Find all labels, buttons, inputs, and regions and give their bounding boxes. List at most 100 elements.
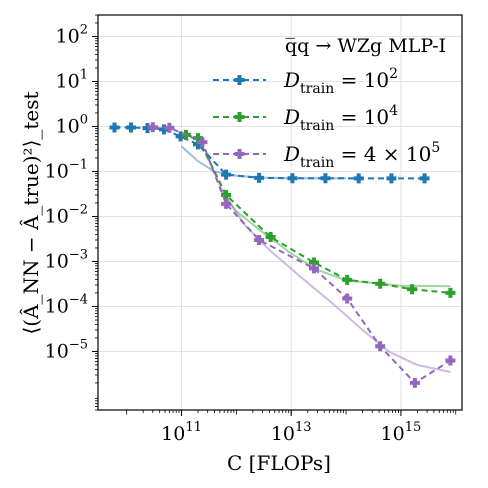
y-tick-base: 10 bbox=[56, 70, 80, 92]
x-tick-base: 10 bbox=[161, 423, 185, 445]
plus-marker bbox=[234, 149, 245, 159]
legend-superscript: 5 bbox=[431, 140, 440, 156]
y-tick-base: 10 bbox=[45, 205, 69, 227]
data-point bbox=[375, 341, 386, 352]
plus-marker bbox=[419, 173, 430, 184]
plus-marker bbox=[386, 173, 397, 184]
y-tick-base: 10 bbox=[45, 295, 69, 317]
grid bbox=[98, 15, 462, 410]
legend-subscript: train bbox=[300, 81, 334, 97]
y-tick-label: 102 bbox=[56, 22, 88, 47]
legend-symbol: D bbox=[283, 68, 300, 92]
legend-entry: Dtrain = 102 bbox=[213, 66, 398, 97]
y-tick-label: 10−5 bbox=[45, 337, 88, 362]
data-point bbox=[386, 173, 397, 184]
data-point bbox=[197, 137, 208, 148]
data-point bbox=[109, 122, 120, 133]
data-point bbox=[375, 278, 386, 289]
series-line bbox=[185, 133, 451, 294]
legend-subscript: train bbox=[300, 155, 334, 171]
y-tick-base: 10 bbox=[45, 250, 69, 272]
data-point bbox=[142, 123, 153, 134]
x-tick-exponent: 11 bbox=[185, 420, 202, 435]
plus-marker bbox=[164, 122, 175, 133]
y-tick-label: 101 bbox=[56, 67, 88, 92]
plus-marker bbox=[197, 137, 208, 148]
x-tick-label: 1015 bbox=[381, 420, 422, 445]
y-tick-exponent: 2 bbox=[80, 22, 88, 37]
data-point bbox=[164, 122, 175, 133]
data-point bbox=[407, 284, 418, 295]
legend-marker bbox=[234, 75, 245, 85]
y-tick-exponent: −4 bbox=[69, 292, 88, 307]
data-point bbox=[409, 377, 420, 388]
data-point bbox=[193, 139, 203, 150]
plus-marker bbox=[309, 263, 319, 274]
x-tick-exponent: 15 bbox=[405, 420, 422, 435]
data-point bbox=[254, 235, 265, 245]
data-point bbox=[342, 274, 353, 285]
plus-marker bbox=[234, 112, 245, 122]
y-tick-base: 10 bbox=[56, 115, 80, 137]
plus-marker bbox=[126, 122, 136, 133]
fit-curve bbox=[206, 157, 451, 373]
legend-entry: Dtrain = 104 bbox=[213, 103, 398, 134]
legend-label: Dtrain = 104 bbox=[283, 103, 398, 134]
y-tick-exponent: 0 bbox=[80, 112, 88, 127]
plus-marker bbox=[221, 198, 232, 209]
data-point bbox=[320, 173, 331, 184]
plus-marker bbox=[342, 274, 353, 285]
plus-marker bbox=[109, 122, 120, 133]
legend-title: q̅q → WZg MLP-I bbox=[285, 35, 446, 57]
data-series bbox=[109, 122, 456, 388]
y-tick-label: 10−4 bbox=[45, 292, 88, 317]
plus-marker bbox=[309, 257, 319, 268]
x-tick-base: 10 bbox=[381, 423, 405, 445]
legend-entry: Dtrain = 4 × 105 bbox=[213, 140, 440, 171]
data-point bbox=[254, 172, 265, 183]
plus-marker bbox=[375, 341, 386, 352]
plus-marker bbox=[254, 235, 265, 245]
data-point bbox=[342, 293, 353, 304]
y-tick-label: 10−1 bbox=[45, 157, 88, 182]
series-line bbox=[152, 126, 451, 385]
data-point bbox=[193, 133, 203, 144]
plus-marker bbox=[254, 172, 265, 183]
data-point bbox=[221, 169, 232, 180]
y-tick-exponent: −5 bbox=[69, 337, 88, 352]
data-point bbox=[159, 124, 169, 135]
y-tick-base: 10 bbox=[45, 340, 69, 362]
plus-marker bbox=[159, 124, 169, 135]
data-point bbox=[309, 263, 319, 274]
data-point bbox=[265, 232, 276, 242]
plus-marker bbox=[193, 133, 203, 144]
legend-relation: = 10 bbox=[334, 105, 389, 129]
x-tick-base: 10 bbox=[271, 423, 295, 445]
y-tick-exponent: −3 bbox=[69, 247, 88, 262]
legend-marker bbox=[234, 112, 245, 122]
plus-marker bbox=[265, 232, 276, 242]
y-tick-exponent: −1 bbox=[69, 157, 88, 172]
plot-frame bbox=[97, 14, 463, 411]
x-tick-exponent: 13 bbox=[295, 420, 312, 435]
plus-marker bbox=[193, 139, 203, 150]
data-point bbox=[147, 122, 158, 133]
y-tick-label: 10−3 bbox=[45, 247, 88, 272]
data-point bbox=[221, 190, 232, 200]
x-axis-ticks: 1011 1013 1015 bbox=[126, 410, 457, 445]
data-point bbox=[353, 173, 364, 184]
legend-relation: = 10 bbox=[334, 68, 389, 92]
x-tick-label: 1011 bbox=[161, 420, 202, 445]
legend-subscript: train bbox=[300, 118, 334, 134]
data-point bbox=[126, 122, 136, 133]
plus-marker bbox=[342, 293, 353, 304]
y-tick-base: 10 bbox=[56, 25, 80, 47]
legend-superscript: 2 bbox=[389, 66, 398, 82]
data-point bbox=[175, 131, 186, 142]
y-tick-exponent: 1 bbox=[80, 67, 88, 82]
plus-marker bbox=[287, 173, 298, 184]
fit-curve bbox=[219, 188, 451, 288]
legend-label: Dtrain = 102 bbox=[283, 66, 398, 97]
